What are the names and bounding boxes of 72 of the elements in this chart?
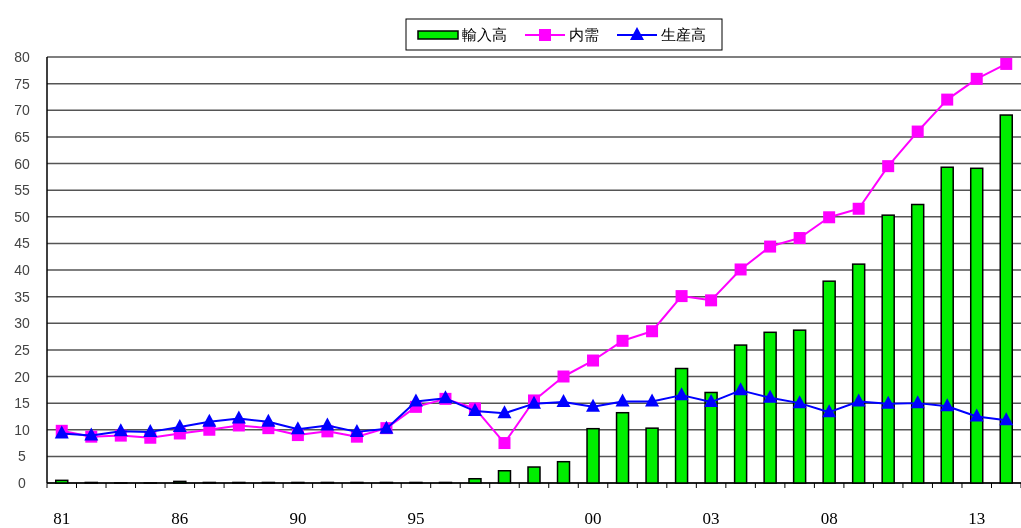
point xyxy=(290,421,305,435)
point xyxy=(823,211,836,224)
point xyxy=(261,413,276,427)
point xyxy=(941,93,954,106)
y-tick-label: 60 xyxy=(14,155,30,172)
point xyxy=(822,404,837,418)
point xyxy=(231,410,246,424)
point xyxy=(851,393,866,407)
legend-label: 生産高 xyxy=(661,26,706,44)
point xyxy=(172,419,187,433)
point xyxy=(675,290,688,303)
y-tick-label: 40 xyxy=(14,262,30,278)
y-tick-label: 50 xyxy=(14,208,30,225)
point xyxy=(202,413,217,427)
point xyxy=(143,423,158,437)
x-tick-label: 90 xyxy=(289,509,307,528)
y-tick-label: 55 xyxy=(14,182,30,199)
point xyxy=(911,125,924,138)
legend-label: 内需 xyxy=(569,26,599,44)
x-tick-label: 95 xyxy=(407,509,425,528)
y-tick-label: 80 xyxy=(14,49,30,65)
point xyxy=(910,395,925,409)
y-tick-label: 15 xyxy=(14,395,30,412)
point xyxy=(882,160,895,173)
point xyxy=(497,405,512,419)
y-tick-label: 45 xyxy=(14,235,30,252)
x-tick-label: 03 xyxy=(702,509,720,528)
point xyxy=(704,394,719,408)
point xyxy=(645,393,660,407)
y-tick-label: 25 xyxy=(14,341,30,358)
x-tick-label: 86 xyxy=(171,509,189,528)
point xyxy=(586,398,601,412)
point xyxy=(881,395,896,409)
x-tick-label: 13 xyxy=(968,509,986,528)
x-tick-label: 08 xyxy=(820,509,838,528)
x-tick-label: 81 xyxy=(53,509,71,528)
y-tick-label: 0 xyxy=(18,475,27,491)
point xyxy=(969,408,984,422)
y-tick-label: 30 xyxy=(14,315,30,332)
y-tick-label: 20 xyxy=(14,368,30,385)
point xyxy=(349,423,364,437)
point xyxy=(764,240,777,253)
point xyxy=(763,389,778,403)
y-tick-label: 10 xyxy=(14,421,30,438)
point xyxy=(852,202,865,215)
point xyxy=(999,412,1014,426)
point xyxy=(734,263,747,276)
point xyxy=(113,423,128,437)
point xyxy=(705,294,718,307)
point xyxy=(615,393,630,407)
point xyxy=(970,72,983,85)
point xyxy=(940,398,955,412)
y-tick-label: 70 xyxy=(14,102,30,119)
point xyxy=(646,325,659,338)
point xyxy=(557,370,570,383)
point xyxy=(792,395,807,409)
point xyxy=(674,387,689,401)
point xyxy=(587,354,600,367)
y-tick-label: 75 xyxy=(14,75,30,92)
x-tick-label: 00 xyxy=(584,509,602,528)
point xyxy=(733,382,748,396)
point xyxy=(1000,57,1013,70)
y-tick-label: 65 xyxy=(14,128,30,145)
y-tick-label: 5 xyxy=(18,448,27,465)
point xyxy=(616,334,629,347)
y-tick-label: 35 xyxy=(14,288,30,305)
legend-label: 輸入高 xyxy=(462,26,507,44)
point xyxy=(556,394,571,408)
point xyxy=(793,232,806,245)
point xyxy=(498,437,511,450)
point xyxy=(408,393,423,407)
point xyxy=(320,417,335,431)
